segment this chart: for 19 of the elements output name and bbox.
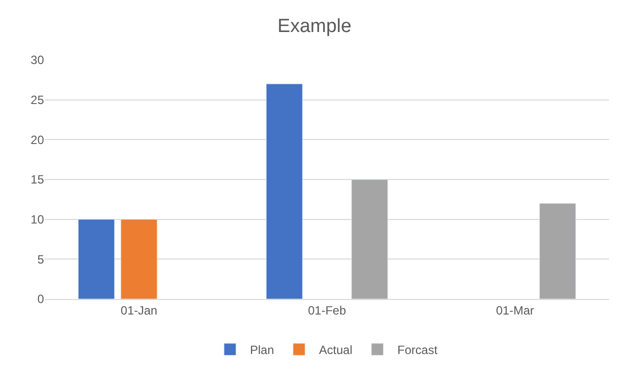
bar: [78, 219, 115, 299]
y-tick-label: 10: [30, 212, 44, 227]
y-tick-label: 15: [30, 172, 44, 187]
legend-label: Actual: [319, 343, 352, 358]
bar: [266, 84, 303, 299]
bar: [120, 219, 158, 299]
y-tick-label: 5: [37, 252, 44, 266]
legend-label: Plan: [250, 343, 274, 358]
y-tick-label: 25: [30, 93, 44, 108]
legend-label: Forcast: [397, 343, 438, 358]
x-tick-label: 01-Mar: [496, 303, 534, 318]
y-tick-label: 0: [37, 292, 44, 306]
bar: [539, 203, 576, 299]
y-tick-label: 30: [30, 53, 44, 68]
bar: [351, 179, 388, 299]
x-tick-label: 01-Jan: [120, 303, 158, 318]
chart-title: Example: [278, 16, 352, 38]
y-tick-label: 20: [30, 132, 44, 147]
x-tick-label: 01-Feb: [308, 303, 346, 318]
